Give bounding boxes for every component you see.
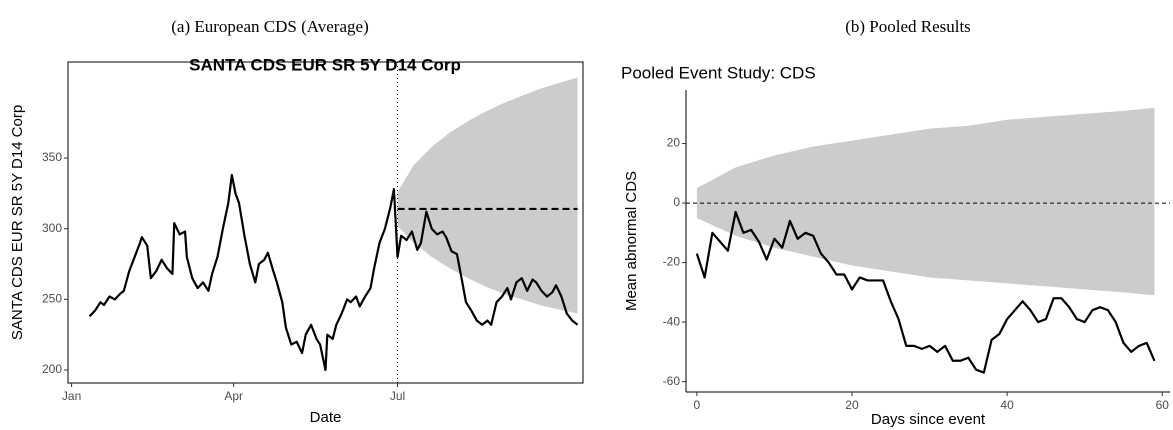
plot-frame — [67, 61, 584, 384]
y-tick-label: 200 — [42, 362, 62, 376]
confidence-band — [696, 107, 1155, 296]
x-tick-label: 60 — [1156, 398, 1170, 412]
y-tick-label: 350 — [42, 150, 62, 164]
x-tick-label: 0 — [694, 398, 701, 412]
confidence-band — [397, 77, 578, 314]
x-tick-label: Apr — [224, 389, 243, 403]
y-tick-label: 0 — [673, 195, 680, 209]
caption: (b) Pooled Results — [845, 17, 971, 36]
y-tick-label: 20 — [667, 136, 681, 150]
y-axis-label: SANTA CDS EUR SR 5Y D14 Corp — [9, 105, 26, 340]
x-axis-label: Days since event — [871, 411, 986, 428]
y-tick-label: 250 — [42, 292, 62, 306]
data-line — [695, 210, 1156, 374]
data-line — [88, 173, 579, 372]
x-tick-label: Jan — [62, 389, 81, 403]
y-tick-label: -20 — [663, 255, 681, 269]
y-tick-label: -60 — [663, 374, 681, 388]
caption: (a) European CDS (Average) — [171, 17, 368, 36]
chart-title: Pooled Event Study: CDS — [621, 63, 816, 82]
x-tick-label: 20 — [845, 398, 859, 412]
chart-title: SANTA CDS EUR SR 5Y D14 Corp — [189, 55, 461, 74]
x-axis-label: Date — [310, 409, 342, 426]
y-axis-label: Mean abnormal CDS — [623, 171, 640, 311]
x-tick-label: 40 — [1000, 398, 1014, 412]
y-tick-label: 300 — [42, 221, 62, 235]
x-tick-label: Jul — [390, 389, 405, 403]
y-tick-label: -40 — [663, 314, 681, 328]
